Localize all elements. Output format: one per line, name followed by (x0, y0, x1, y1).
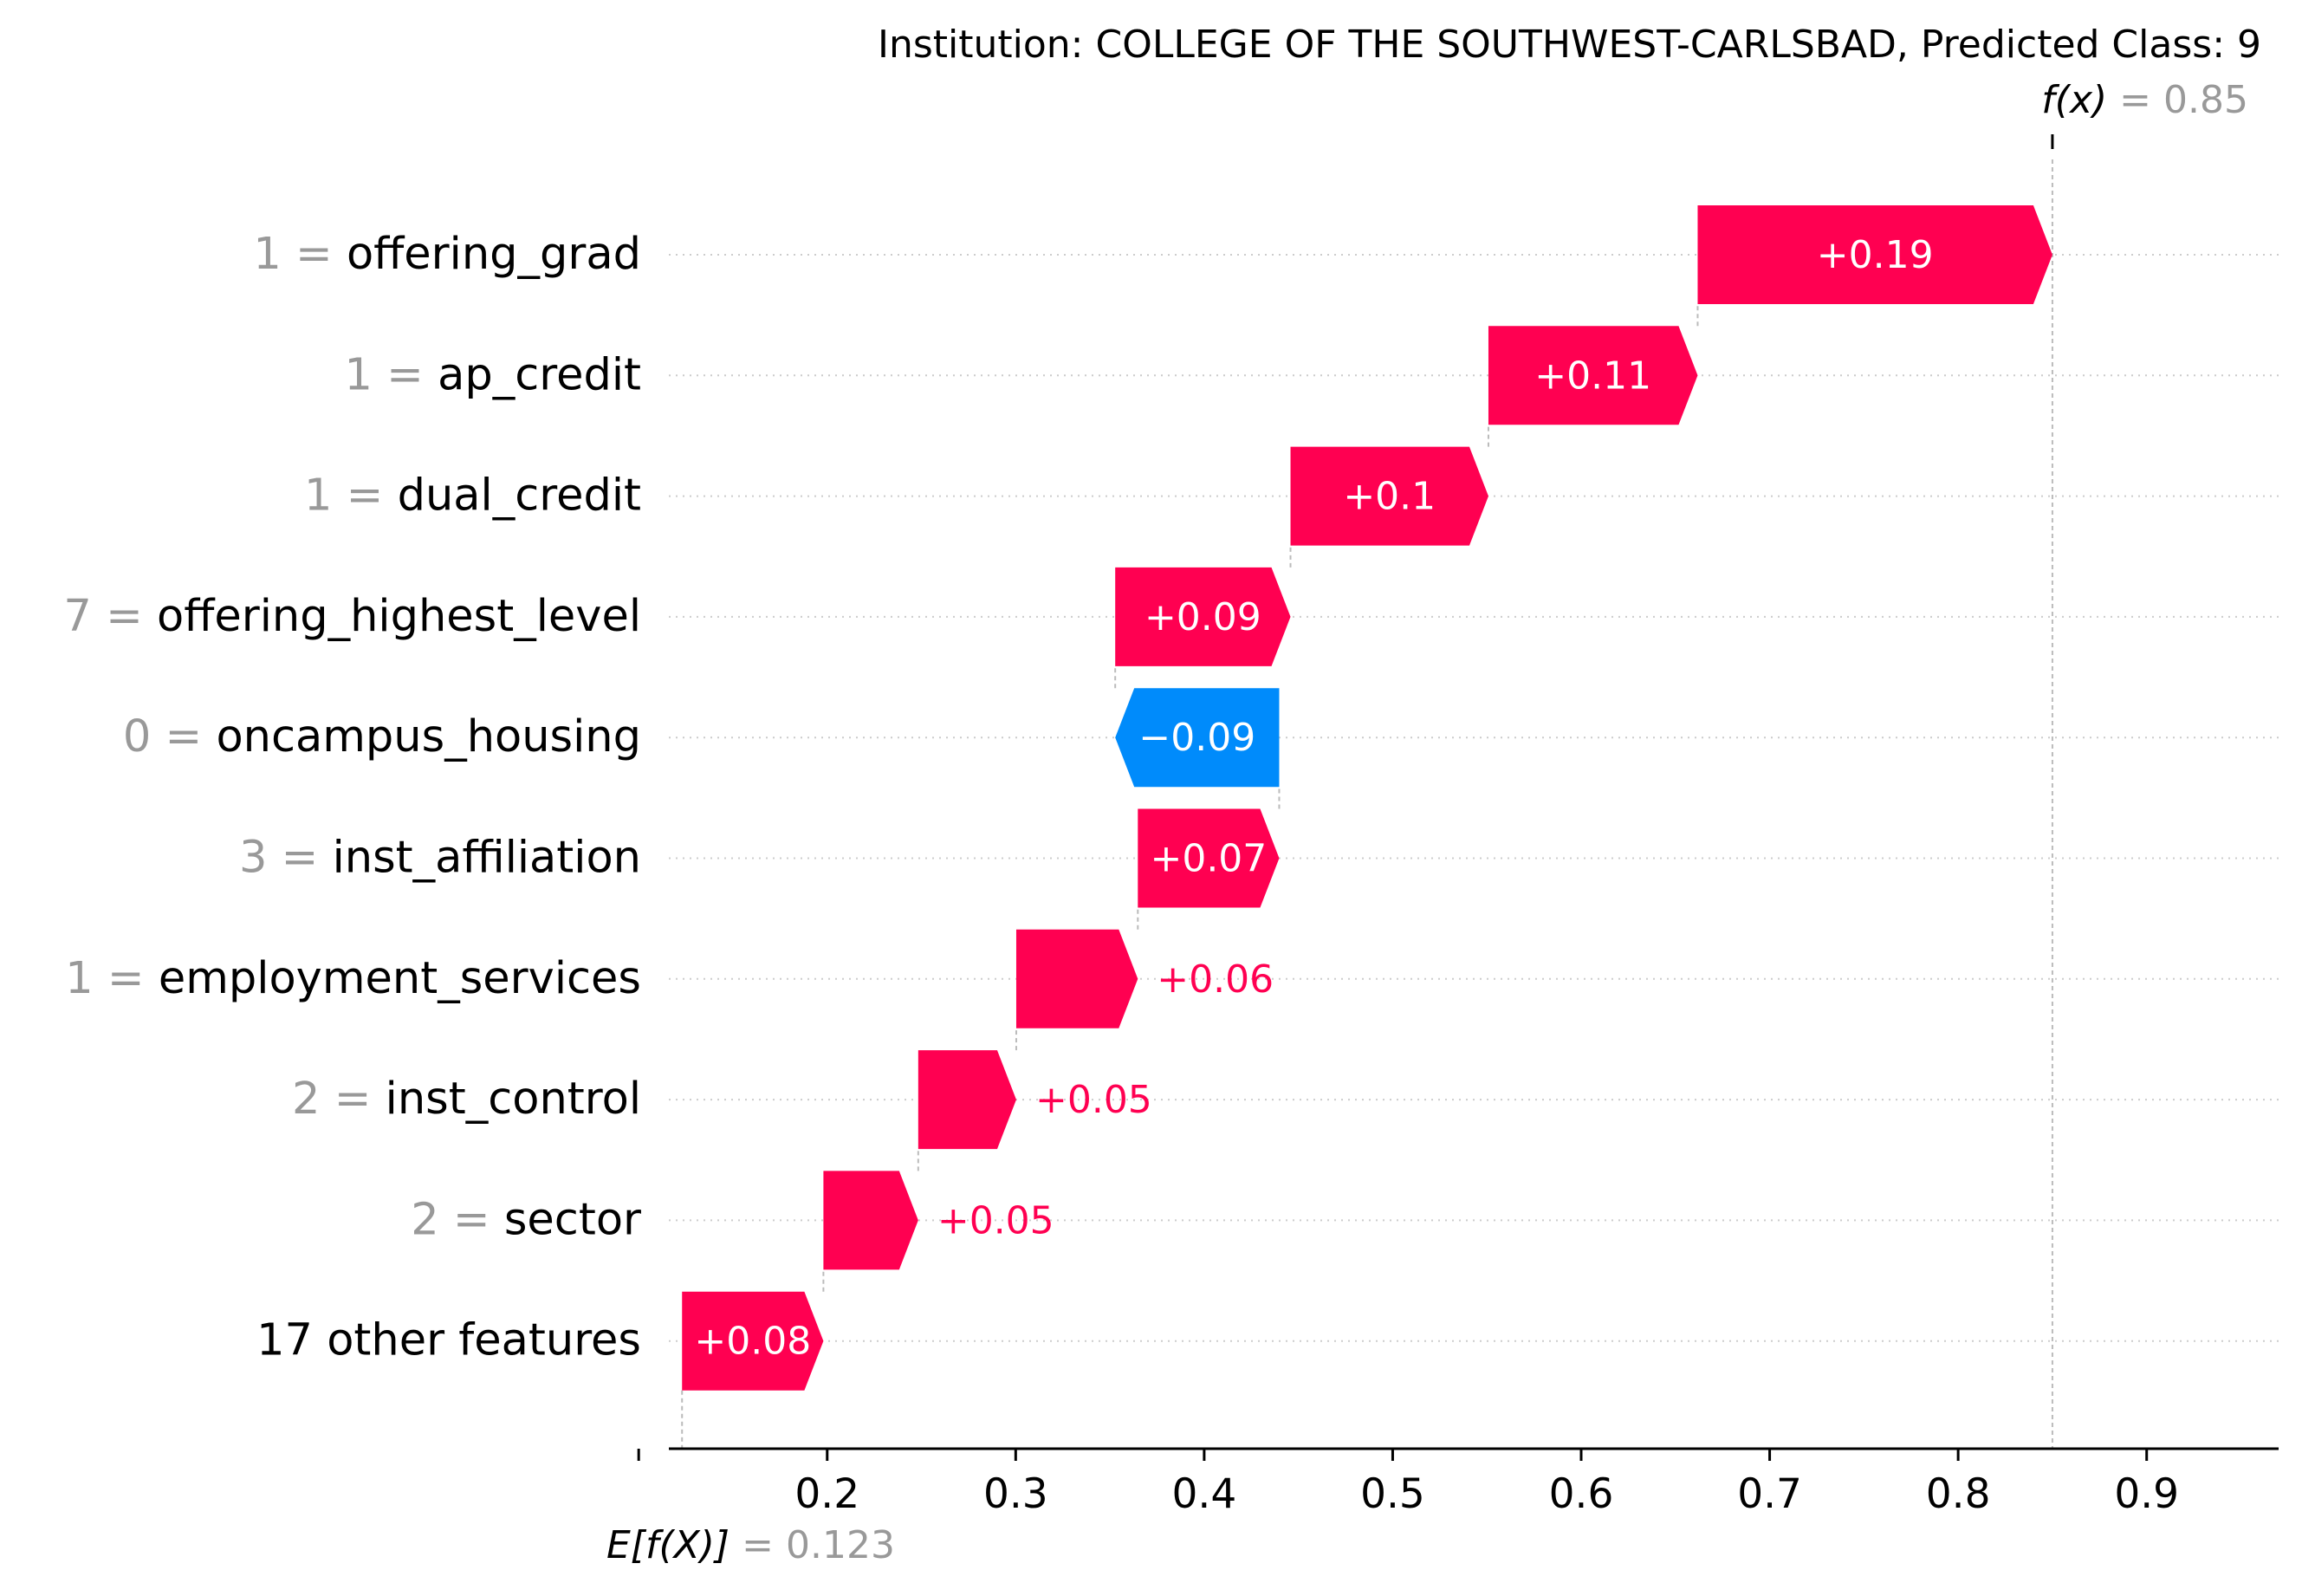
x-tick-label: 0.2 (794, 1470, 859, 1518)
feature-value: 1 = (344, 349, 438, 400)
bar-employment_services (1015, 929, 1138, 1028)
efx-value: 0.123 (786, 1523, 895, 1567)
x-tick-label: 0.9 (2114, 1470, 2179, 1518)
feature-label: 17 other features (256, 1315, 641, 1366)
efx-annotation: E[f(X)] = 0.123 (606, 1523, 895, 1567)
feature-name: oncampus_housing (216, 711, 641, 762)
feature-label: 1 = dual_credit (304, 470, 641, 522)
svg-text:E[f(X)] = 0.: E[f(X)] = 0.123 (606, 1523, 895, 1567)
feature-name: inst_control (386, 1074, 641, 1125)
bar-value-label: +0.07 (1150, 837, 1267, 881)
bar-offering_grad (1697, 205, 2052, 304)
fx-value: 0.85 (2163, 78, 2248, 122)
fx-label: f(x) (2041, 78, 2107, 122)
feature-name: employment_services (159, 953, 641, 1004)
bar-value-label: +0.19 (1817, 233, 1934, 277)
feature-value: 1 = (65, 953, 159, 1004)
x-tick-label: 0.5 (1360, 1470, 1425, 1518)
x-tick-label: 0.7 (1737, 1470, 1802, 1518)
feature-label: 2 = inst_control (292, 1074, 641, 1125)
feature-label: 0 = oncampus_housing (123, 711, 641, 762)
bar-value-label: −0.09 (1138, 716, 1255, 760)
feature-name: 17 other features (256, 1315, 641, 1366)
bar-dual_credit (1290, 446, 1488, 546)
feature-label: 1 = ap_credit (344, 349, 641, 400)
efx-label: E[f(X)] (606, 1523, 730, 1567)
feature-value: 7 = (63, 591, 157, 642)
bar-ap_credit (1488, 326, 1698, 425)
bar-inst_control (918, 1050, 1016, 1150)
feature-value: 1 = (304, 470, 398, 522)
feature-value: 3 = (239, 833, 333, 884)
feature-name: offering_grad (347, 229, 641, 280)
feature-value: 0 = (123, 711, 217, 762)
fx-annotation: f(x) = 0.85 (2041, 78, 2248, 122)
chart-title: Institution: COLLEGE OF THE SOUTHWEST-CA… (878, 23, 2261, 67)
bar-value-label: +0.08 (694, 1320, 811, 1364)
bar-oncampus_housing (1115, 688, 1280, 788)
bar-value-label: +0.1 (1343, 475, 1436, 519)
bar-value-label: +0.09 (1145, 595, 1261, 639)
bar-inst_affiliation (1138, 808, 1280, 908)
feature-value: 2 = (411, 1194, 504, 1245)
bar-value-label: +0.11 (1534, 354, 1651, 398)
bar-17-other-features (682, 1291, 824, 1391)
x-tick-label: 0.3 (983, 1470, 1048, 1518)
feature-name: inst_affiliation (333, 833, 641, 884)
feature-label: 1 = employment_services (65, 953, 641, 1004)
plot-area: +0.19 1 = offering_grad +0.11 1 = ap_credit… (63, 134, 2279, 1518)
feature-label: 2 = sector (411, 1194, 641, 1245)
svg-text:f(x) = 0.85: f(x) = 0.85 (2041, 78, 2248, 122)
bar-sector (823, 1171, 918, 1270)
feature-label: 7 = offering_highest_level (63, 591, 641, 642)
fx-equals: = (2119, 78, 2163, 122)
feature-value: 1 = (253, 229, 347, 280)
x-tick-label: 0.8 (1926, 1470, 1991, 1518)
bar-value-label: +0.05 (1035, 1078, 1152, 1122)
feature-name: sector (504, 1194, 641, 1245)
feature-label: 3 = inst_affiliation (239, 833, 641, 884)
feature-label: 1 = offering_grad (253, 229, 641, 280)
bar-value-label: +0.05 (937, 1198, 1054, 1242)
feature-name: offering_highest_level (157, 591, 641, 642)
bar-value-label: +0.06 (1157, 957, 1274, 1002)
feature-name: ap_credit (438, 349, 641, 400)
x-tick-label: 0.4 (1172, 1470, 1237, 1518)
bar-offering_highest_level (1115, 567, 1291, 666)
efx-equals: = (742, 1523, 786, 1567)
x-tick-label: 0.6 (1549, 1470, 1614, 1518)
feature-value: 2 = (292, 1074, 386, 1125)
feature-name: dual_credit (398, 470, 641, 522)
